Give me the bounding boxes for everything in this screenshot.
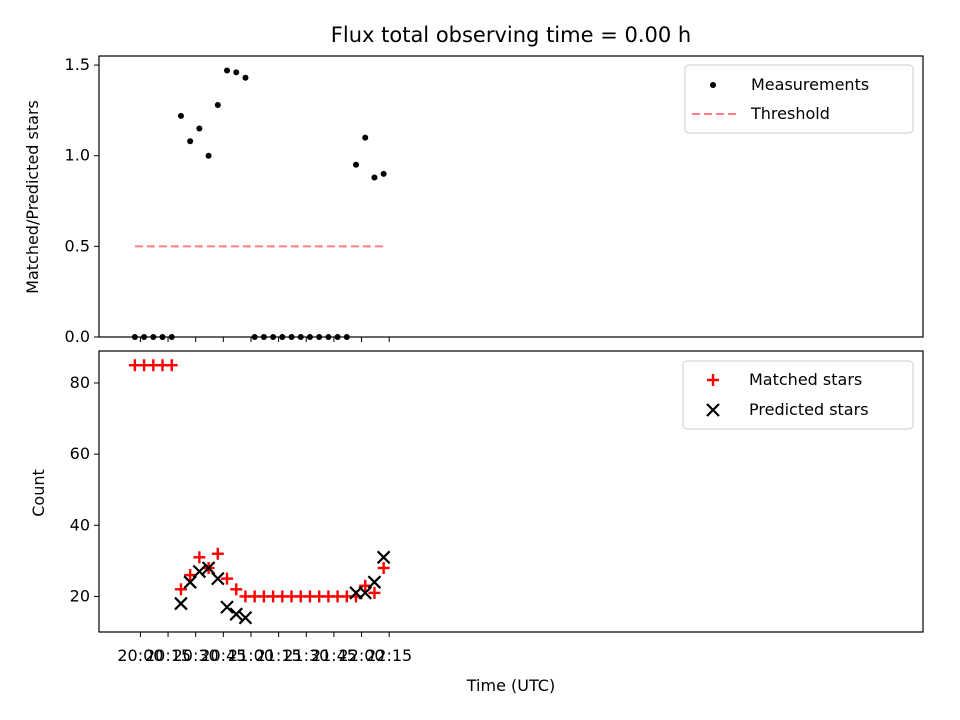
x-tick-label: 20:00: [117, 646, 163, 665]
matched-star-point: [230, 583, 243, 596]
cross-stroke-b: [201, 561, 216, 575]
measurement-point: [362, 134, 369, 141]
measurement-point: [334, 334, 341, 340]
measurement-point: [131, 334, 138, 340]
matched-star-point: [211, 547, 224, 560]
cross-stroke-b: [706, 403, 720, 417]
legend-predicted-label: Predicted stars: [749, 400, 869, 419]
matched-star-point: [368, 586, 381, 599]
measurement-point: [316, 334, 323, 340]
measurement-point: [150, 334, 157, 340]
matched-star-point: [221, 572, 234, 585]
measurement-point: [168, 334, 175, 340]
measurement-point: [343, 334, 350, 340]
bottom-panel: Count Time (UTC) 20 40 60 80 20:0020:1520:30…: [29, 350, 924, 695]
measurement-point: [297, 334, 304, 340]
cross-stroke-b: [238, 610, 253, 625]
x-tick-label: 21:30: [283, 646, 329, 665]
predicted-star-point: [192, 564, 207, 579]
matched-star-point: [377, 561, 390, 574]
cross-stroke-b: [192, 564, 207, 579]
chart-title: Flux total observing time = 0.00 h: [331, 23, 691, 47]
legend-measurements-marker: [710, 82, 716, 88]
measurement-point: [141, 334, 148, 340]
bottom-y-tick-label: 60: [70, 444, 90, 463]
measurement-point: [187, 138, 194, 145]
cross-stroke-b: [211, 571, 225, 586]
top-panel: Matched/Predicted stars 0.0 0.5 1.0 1.5 Meas…: [23, 55, 924, 346]
top-y-tick-label: 0.5: [65, 236, 90, 255]
measurement-point: [353, 161, 360, 168]
predicted-star-point: [376, 550, 391, 565]
predicted-star-point: [706, 403, 720, 417]
measurement-point: [279, 334, 286, 340]
matched-star-point: [165, 359, 178, 372]
cross-stroke-b: [220, 600, 234, 614]
x-tick-label: 22:15: [366, 646, 412, 665]
measurement-point: [251, 334, 258, 340]
measurement-point: [260, 334, 267, 340]
x-tick-label: 20:15: [145, 646, 191, 665]
matched-star-point: [174, 583, 187, 596]
legend-threshold-label: Threshold: [750, 104, 830, 123]
top-y-tick-label: 0.0: [65, 327, 90, 346]
x-axis-label: Time (UTC): [466, 676, 555, 695]
matched-star-point: [707, 374, 719, 386]
bottom-plot-frame: [98, 350, 924, 633]
top-y-tick-label: 1.0: [65, 146, 90, 165]
bottom-y-tick-label: 40: [70, 515, 90, 534]
x-tick-label: 22:00: [338, 646, 384, 665]
predicted-star-point: [367, 575, 382, 589]
predicted-star-point: [220, 600, 234, 614]
measurement-point: [214, 101, 221, 108]
measurement-point: [380, 170, 387, 177]
predicted-star-point: [174, 596, 188, 611]
predicted-star-point: [211, 571, 225, 586]
measurement-point: [288, 334, 295, 340]
measurement-point: [306, 334, 313, 340]
top-plot-frame: [98, 55, 924, 338]
x-tick-label: 20:30: [173, 646, 219, 665]
matched-star-point: [184, 569, 197, 582]
top-y-axis-label: Matched/Predicted stars: [23, 100, 42, 294]
measurement-point: [205, 152, 212, 159]
measurement-point: [242, 74, 249, 81]
measurement-point: [325, 334, 332, 340]
legend-matched-label: Matched stars: [749, 370, 862, 389]
measurement-point: [371, 174, 378, 181]
bottom-y-axis-label: Count: [29, 469, 48, 517]
x-tick-label: 20:45: [200, 646, 246, 665]
x-tick-label: 21:00: [228, 646, 274, 665]
legend-measurements-label: Measurements: [751, 75, 869, 94]
cross-stroke-b: [367, 575, 382, 589]
bottom-y-tick-label: 20: [70, 586, 90, 605]
bottom-legend: [682, 360, 914, 430]
measurement-point: [177, 112, 184, 119]
matched-star-point: [359, 579, 372, 592]
x-tick-label: 21:45: [311, 646, 357, 665]
measurement-point: [196, 125, 203, 132]
measurement-point: [224, 67, 231, 74]
measurement-point: [270, 334, 277, 340]
measurement-point: [233, 69, 240, 76]
top-y-tick-label: 1.5: [65, 55, 90, 74]
bottom-y-tick-label: 80: [70, 373, 90, 392]
cross-stroke-b: [174, 596, 188, 611]
predicted-star-point: [229, 607, 244, 621]
top-legend: [684, 64, 914, 134]
measurement-point: [159, 334, 166, 340]
x-tick-label: 21:15: [256, 646, 302, 665]
matched-star-point: [193, 551, 206, 564]
predicted-star-point: [238, 610, 253, 625]
cross-stroke-b: [376, 550, 391, 565]
cross-stroke-b: [229, 607, 244, 621]
